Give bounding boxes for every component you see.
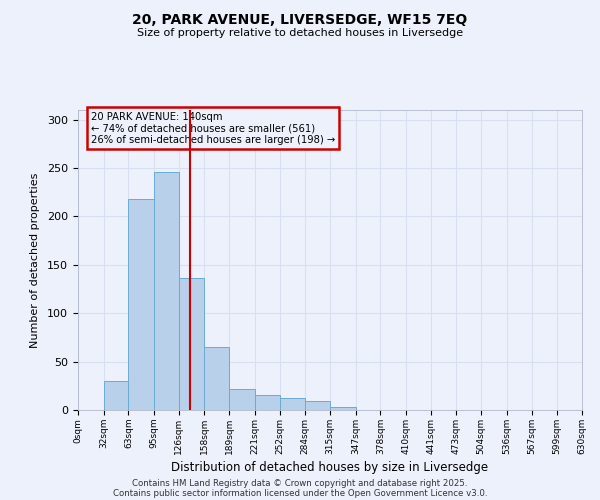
Bar	[179, 278, 205, 410]
Text: Contains public sector information licensed under the Open Government Licence v3: Contains public sector information licen…	[113, 488, 487, 498]
Bar	[104, 381, 128, 410]
X-axis label: Distribution of detached houses by size in Liversedge: Distribution of detached houses by size …	[172, 461, 488, 474]
Text: 20, PARK AVENUE, LIVERSEDGE, WF15 7EQ: 20, PARK AVENUE, LIVERSEDGE, WF15 7EQ	[133, 12, 467, 26]
Bar	[229, 388, 255, 410]
Bar	[128, 199, 154, 410]
Text: Size of property relative to detached houses in Liversedge: Size of property relative to detached ho…	[137, 28, 463, 38]
Bar	[205, 347, 229, 410]
Bar	[255, 396, 280, 410]
Bar	[330, 407, 356, 410]
Bar	[154, 172, 179, 410]
Bar	[305, 402, 330, 410]
Bar	[280, 398, 305, 410]
Text: 20 PARK AVENUE: 140sqm
← 74% of detached houses are smaller (561)
26% of semi-de: 20 PARK AVENUE: 140sqm ← 74% of detached…	[91, 112, 335, 144]
Y-axis label: Number of detached properties: Number of detached properties	[30, 172, 40, 348]
Text: Contains HM Land Registry data © Crown copyright and database right 2025.: Contains HM Land Registry data © Crown c…	[132, 478, 468, 488]
